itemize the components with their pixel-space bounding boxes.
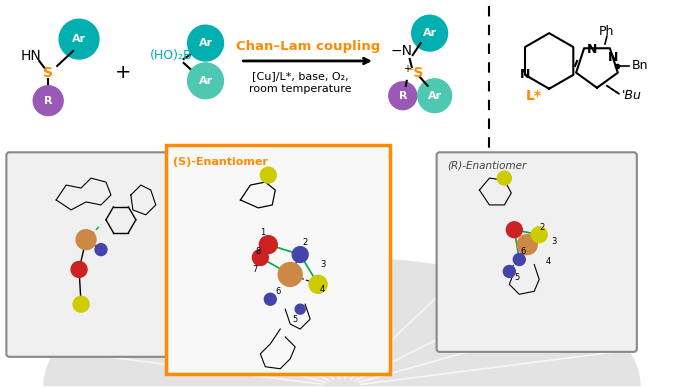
Text: Chan–Lam coupling: Chan–Lam coupling [236, 40, 380, 52]
Circle shape [188, 25, 223, 61]
Text: [Cu]/L*, base, O₂,: [Cu]/L*, base, O₂, [252, 71, 349, 81]
Text: Ph: Ph [599, 25, 614, 38]
Text: Ar: Ar [423, 28, 437, 38]
Circle shape [59, 19, 99, 59]
Text: N: N [608, 52, 618, 64]
Circle shape [503, 265, 515, 277]
Circle shape [76, 230, 96, 249]
Circle shape [73, 296, 89, 312]
Text: room temperature: room temperature [249, 84, 351, 94]
Text: R: R [44, 96, 53, 106]
Text: 6: 6 [275, 287, 281, 296]
Text: S: S [43, 66, 53, 80]
Text: ⁻S: ⁻S [406, 66, 423, 80]
Text: N: N [587, 43, 597, 55]
Circle shape [418, 79, 451, 113]
Circle shape [309, 275, 327, 293]
Circle shape [292, 247, 308, 263]
FancyBboxPatch shape [436, 152, 637, 352]
Circle shape [513, 254, 525, 265]
Circle shape [389, 82, 416, 109]
Text: 5: 5 [514, 273, 520, 282]
Text: N: N [521, 68, 531, 81]
Text: 5: 5 [292, 315, 298, 324]
Text: (S)-Enantiomer: (S)-Enantiomer [173, 157, 268, 167]
Text: (R)-Enantiomer: (R)-Enantiomer [447, 160, 527, 170]
Circle shape [497, 171, 511, 185]
Circle shape [264, 293, 276, 305]
Text: Ar: Ar [199, 76, 212, 86]
Circle shape [188, 63, 223, 99]
Circle shape [71, 262, 87, 277]
Circle shape [412, 15, 447, 51]
Circle shape [532, 227, 547, 242]
Circle shape [252, 249, 269, 265]
Text: 7: 7 [253, 265, 258, 274]
Circle shape [295, 304, 305, 314]
Text: R: R [399, 91, 407, 101]
Text: +: + [114, 63, 131, 82]
Text: 3: 3 [321, 260, 326, 269]
Circle shape [260, 167, 276, 183]
Text: Bn: Bn [632, 59, 648, 73]
Text: (HO)₂B: (HO)₂B [149, 50, 192, 62]
FancyBboxPatch shape [6, 152, 203, 357]
Circle shape [517, 235, 537, 255]
Circle shape [506, 222, 522, 238]
Polygon shape [43, 258, 640, 386]
Text: 2: 2 [303, 238, 308, 247]
Text: 4: 4 [545, 257, 551, 266]
Circle shape [278, 263, 302, 286]
Text: 3: 3 [551, 237, 557, 246]
Text: −N: −N [390, 44, 413, 58]
Text: 'Bu: 'Bu [622, 89, 642, 102]
Text: +: + [403, 64, 411, 74]
Text: 4: 4 [319, 285, 325, 294]
Text: HN: HN [21, 49, 42, 63]
Text: L*: L* [526, 89, 543, 103]
Circle shape [34, 86, 63, 116]
Text: Ar: Ar [199, 38, 212, 48]
Text: Ar: Ar [72, 34, 86, 44]
Circle shape [95, 244, 107, 256]
Text: 1: 1 [260, 228, 265, 237]
FancyBboxPatch shape [166, 146, 390, 374]
Text: 2: 2 [540, 223, 545, 232]
Text: 6: 6 [521, 247, 526, 256]
Text: 8: 8 [256, 247, 261, 256]
Text: Ar: Ar [427, 91, 442, 101]
Circle shape [260, 236, 277, 254]
